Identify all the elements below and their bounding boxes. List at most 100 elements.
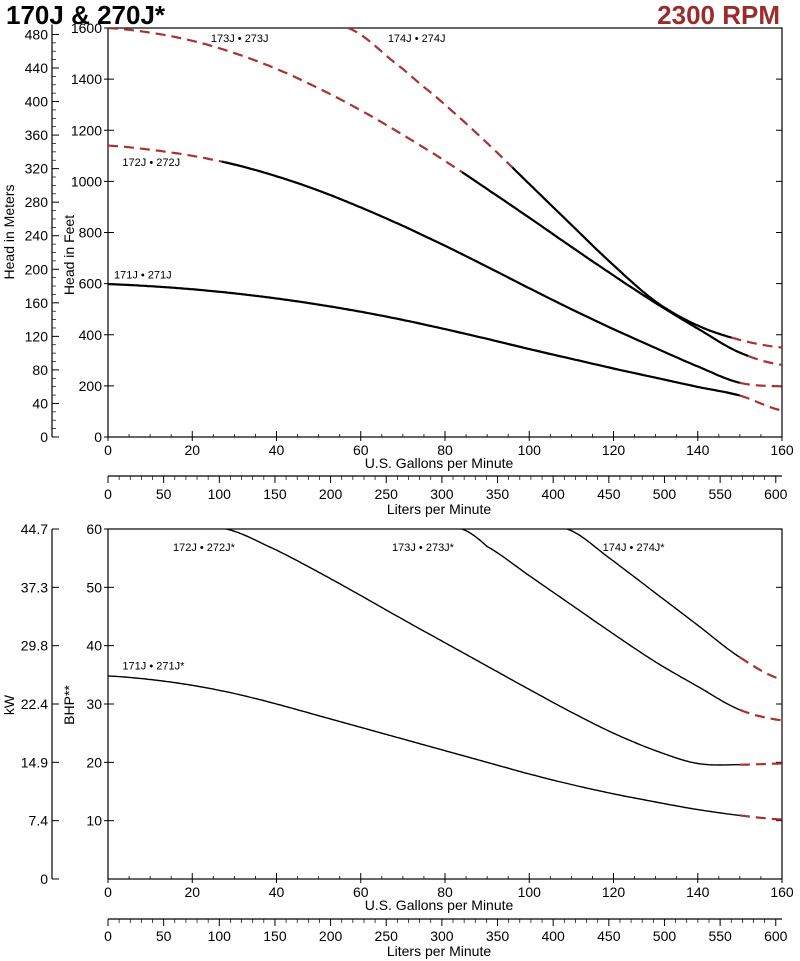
x-tick-label: 60 [353,884,369,900]
plot-frame [107,27,783,438]
curve-solid [108,283,741,397]
lpm-tick-label: 600 [764,928,788,944]
x-tick-label: 160 [770,884,794,900]
meters-tick-label: 360 [25,127,49,143]
x-tick-label: 20 [184,884,200,900]
curve-dashed-end [739,656,782,681]
rpm-label: 2300 RPM [657,0,780,30]
x-tick-label: 40 [269,884,285,900]
lpm-tick-label: 0 [104,928,112,944]
x-tick-label: 0 [104,442,112,458]
curve-solid [461,171,749,358]
kw-tick-label: 29.8 [21,638,48,654]
curve-dashed-end [747,354,782,366]
y-tick-label: 400 [79,327,103,343]
x-tick-label: 120 [602,884,626,900]
curve-solid [566,529,741,658]
curve-dashed-start [108,28,463,173]
curve-dashed-end [739,762,782,766]
curve-dashed-end [739,814,782,821]
kw-tick-label: 7.4 [29,813,49,829]
curve-solid [108,675,740,817]
meters-tick-label: 240 [25,228,49,244]
curve-solid [511,166,732,339]
lpm-tick-label: 250 [375,928,399,944]
series-label: 171J • 271J* [122,661,185,673]
y-tick-label: 1400 [71,71,102,87]
x-tick-label: 80 [437,442,453,458]
kw-tick-label: 44.7 [21,521,48,537]
x-tick-label: 140 [686,884,710,900]
x-tick-label: 40 [269,442,285,458]
x-axis-label: U.S. Gallons per Minute [365,455,514,471]
meters-tick-label: 160 [25,295,49,311]
y-tick-label: 50 [86,579,102,595]
lpm-tick-label: 450 [597,928,621,944]
x-tick-label: 100 [518,884,542,900]
x-tick-label: 80 [437,884,453,900]
y-tick-label: 600 [79,276,103,292]
lpm-tick-label: 0 [104,486,112,502]
y-tick-label: 30 [86,696,102,712]
lpm-tick-label: 400 [541,928,565,944]
lpm-tick-label: 350 [486,486,510,502]
y-tick-label: 0 [94,429,102,445]
lpm-tick-label: 600 [764,486,788,502]
kw-tick-label: 22.4 [21,696,48,712]
meters-tick-label: 40 [32,395,48,411]
lpm-tick-label: 550 [708,928,732,944]
y-tick-label: 60 [86,521,102,537]
curve-solid [225,529,740,766]
lpm-axis-label: Liters per Minute [387,501,491,517]
lpm-tick-label: 150 [263,486,287,502]
lpm-tick-label: 150 [263,928,287,944]
x-tick-label: 0 [104,884,112,900]
lpm-tick-label: 450 [597,486,621,502]
series-label: 174J • 274J [388,33,446,45]
kw-tick-label: 0 [40,871,48,887]
lpm-tick-label: 500 [653,486,677,502]
plot-frame [107,528,783,880]
curve-dashed-end [739,381,782,388]
lpm-tick-label: 500 [653,928,677,944]
curve-solid [221,160,741,384]
y-axis-label-left: kW [1,694,17,715]
x-tick-label: 120 [602,442,626,458]
lpm-tick-label: 300 [430,928,454,944]
meters-tick-label: 400 [25,94,49,110]
y-axis-label-right: BHP** [61,685,77,725]
y-tick-label: 40 [86,638,102,654]
y-tick-label: 10 [86,813,102,829]
x-tick-label: 60 [353,442,369,458]
kw-tick-label: 14.9 [21,754,48,770]
lpm-tick-label: 550 [708,486,732,502]
series-label: 174J • 274J* [603,542,666,554]
series-label: 173J • 273J* [392,542,455,554]
lpm-tick-label: 400 [541,486,565,502]
x-tick-label: 140 [686,442,710,458]
meters-tick-label: 80 [32,362,48,378]
meters-tick-label: 480 [25,26,49,42]
lpm-tick-label: 250 [375,486,399,502]
y-tick-label: 800 [79,225,103,241]
lpm-tick-label: 350 [486,928,510,944]
y-tick-label: 200 [79,378,103,394]
kw-tick-label: 37.3 [21,579,48,595]
y-axis-label-right: Head in Feet [61,215,77,295]
curve-dashed-start [347,28,514,169]
x-tick-label: 20 [184,442,200,458]
curve-solid [461,529,741,711]
chart-title: 170J & 270J* [6,0,166,30]
x-tick-label: 160 [770,442,794,458]
series-label: 173J • 273J [211,33,269,45]
y-axis-label-left: Head in Meters [1,185,17,280]
head-chart-panel: 0 20 40 60 80 100 120 140 160 U.S. Gallons per Mi… [1,20,794,517]
y-tick-label: 20 [86,754,102,770]
curve-dashed-end [739,394,782,412]
lpm-tick-label: 200 [319,486,343,502]
curve-dashed-end [731,336,782,349]
lpm-tick-label: 100 [208,486,232,502]
x-axis-label: U.S. Gallons per Minute [365,897,514,913]
meters-tick-label: 0 [40,429,48,445]
